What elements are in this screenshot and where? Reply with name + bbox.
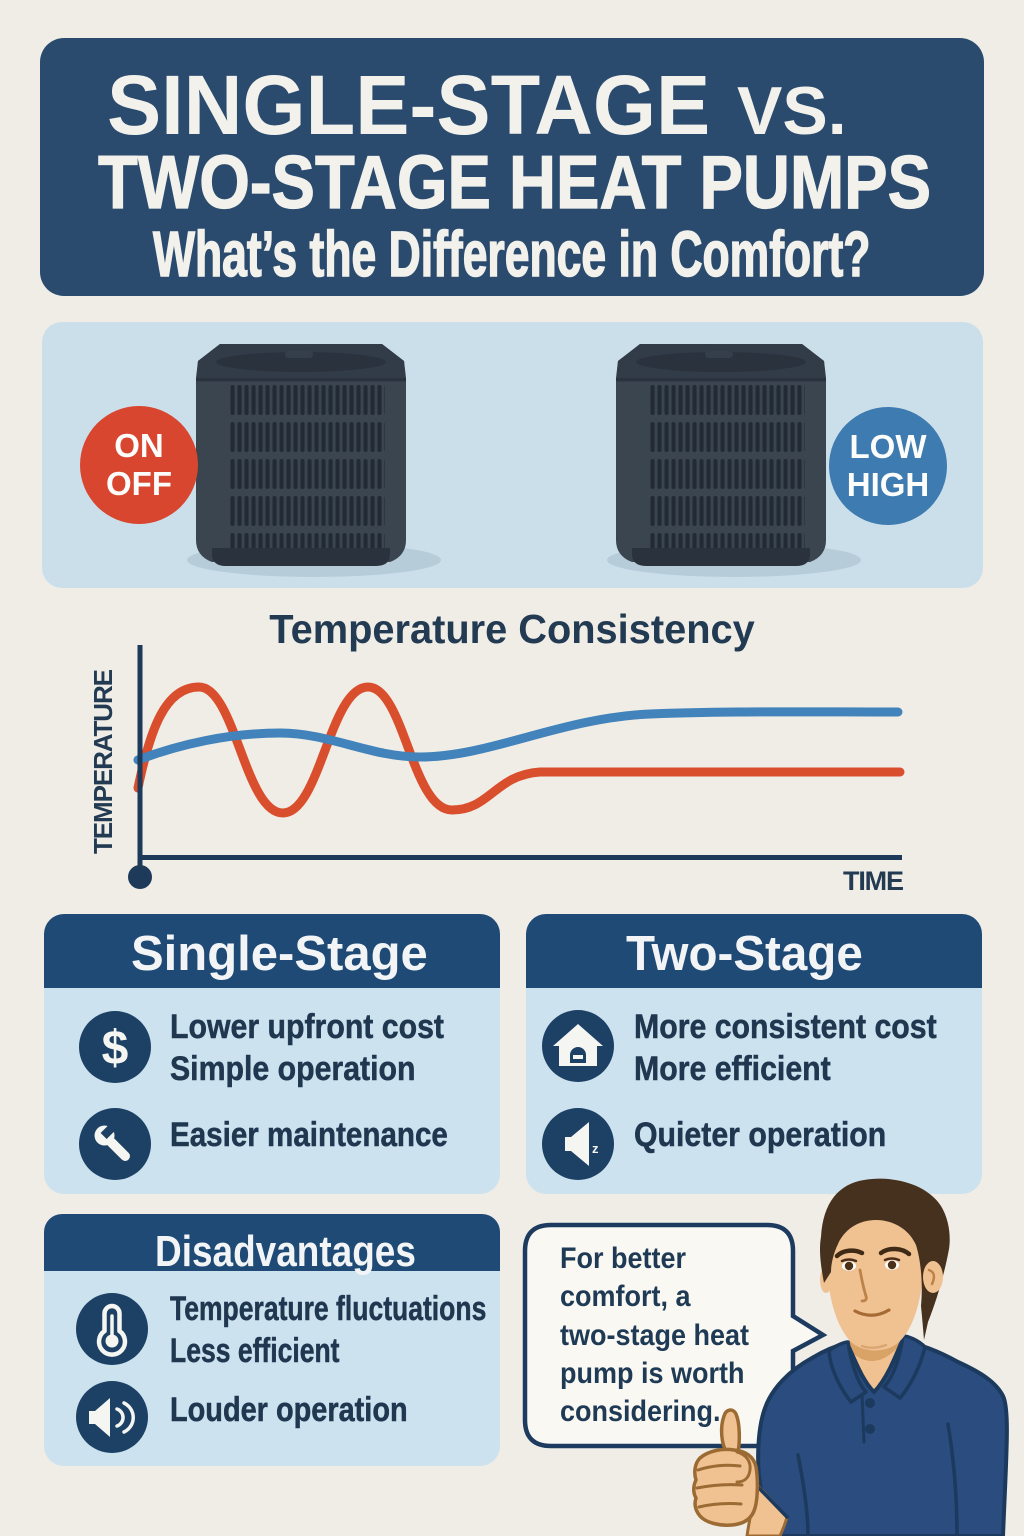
svg-text:TEMPERATURE: TEMPERATURE	[88, 668, 118, 854]
svg-text:z: z	[592, 1141, 599, 1156]
svg-text:$: $	[102, 1022, 129, 1075]
svg-text:TIME: TIME	[843, 866, 904, 896]
